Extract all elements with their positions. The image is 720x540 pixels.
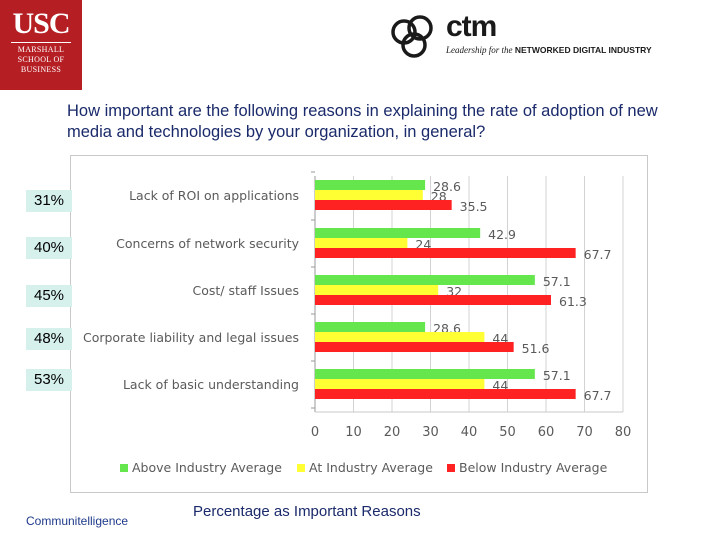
usc-logo-line-3: SCHOOL OF bbox=[17, 55, 65, 64]
bar bbox=[315, 180, 426, 190]
data-label: 67.7 bbox=[584, 388, 612, 403]
category-label: Cost/ staff Issues bbox=[193, 283, 299, 298]
category-label: Lack of ROI on applications bbox=[129, 188, 299, 203]
usc-logo-title: USC bbox=[12, 7, 70, 40]
footer-caption: Percentage as Important Reasons bbox=[193, 503, 421, 520]
data-label: 67.7 bbox=[584, 247, 612, 262]
usc-logo: USC MARSHALL SCHOOL OF BUSINESS bbox=[0, 0, 82, 90]
bar bbox=[315, 200, 452, 210]
ctm-tagline-italic: Leadership for the bbox=[446, 45, 513, 55]
bar bbox=[315, 238, 408, 248]
data-label: 28.6 bbox=[433, 179, 461, 194]
data-label: 42.9 bbox=[488, 227, 516, 242]
bar bbox=[315, 379, 485, 389]
bar bbox=[315, 190, 423, 200]
percent-box-3: 45% bbox=[26, 285, 72, 307]
bar bbox=[315, 322, 426, 332]
percent-box-1: 31% bbox=[26, 190, 72, 212]
legend-label: Below Industry Average bbox=[459, 460, 608, 475]
x-tick-label: 40 bbox=[461, 425, 478, 440]
x-tick-label: 10 bbox=[345, 425, 362, 440]
legend-label: Above Industry Average bbox=[132, 460, 282, 475]
x-tick-label: 60 bbox=[538, 425, 555, 440]
percent-box-4: 48% bbox=[26, 328, 72, 350]
ctm-tagline-bold: NETWORKED DIGITAL INDUSTRY bbox=[514, 45, 652, 55]
data-label: 61.3 bbox=[559, 294, 587, 309]
ctm-logo: ctm Leadership for the NETWORKED DIGITAL… bbox=[388, 10, 708, 62]
data-label: 35.5 bbox=[460, 199, 488, 214]
usc-logo-line-2: MARSHALL bbox=[17, 45, 65, 54]
bar bbox=[315, 295, 552, 305]
footer-brand: Communitelligence bbox=[26, 514, 129, 528]
percent-box-2: 40% bbox=[26, 237, 72, 259]
usc-logo-line-4: BUSINESS bbox=[20, 65, 62, 74]
survey-question: How important are the following reasons … bbox=[67, 102, 658, 141]
data-label: 57.1 bbox=[543, 274, 571, 289]
category-label: Corporate liability and legal issues bbox=[83, 330, 299, 345]
data-label: 51.6 bbox=[522, 341, 550, 356]
x-tick-label: 50 bbox=[499, 425, 516, 440]
x-tick-label: 70 bbox=[576, 425, 593, 440]
ctm-rings-icon bbox=[391, 15, 433, 58]
data-label: 57.1 bbox=[543, 368, 571, 383]
ctm-tagline: Leadership for the NETWORKED DIGITAL IND… bbox=[446, 45, 652, 55]
x-tick-label: 80 bbox=[615, 425, 632, 440]
ctm-wordmark: ctm bbox=[446, 10, 497, 43]
bar bbox=[315, 342, 514, 352]
legend-label: At Industry Average bbox=[309, 460, 433, 475]
bar bbox=[315, 285, 439, 295]
bar bbox=[315, 369, 535, 379]
bar bbox=[315, 275, 535, 285]
x-tick-label: 0 bbox=[311, 425, 319, 440]
bar bbox=[315, 248, 576, 258]
bar bbox=[315, 228, 481, 238]
legend-swatch bbox=[447, 464, 455, 472]
x-tick-label: 30 bbox=[422, 425, 439, 440]
category-label: Concerns of network security bbox=[116, 236, 299, 251]
category-label: Lack of basic understanding bbox=[123, 377, 299, 392]
x-tick-label: 20 bbox=[384, 425, 401, 440]
percent-box-5: 53% bbox=[26, 369, 72, 391]
bar bbox=[315, 332, 485, 342]
bar bbox=[315, 389, 576, 399]
legend-swatch bbox=[297, 464, 305, 472]
legend-swatch bbox=[120, 464, 128, 472]
